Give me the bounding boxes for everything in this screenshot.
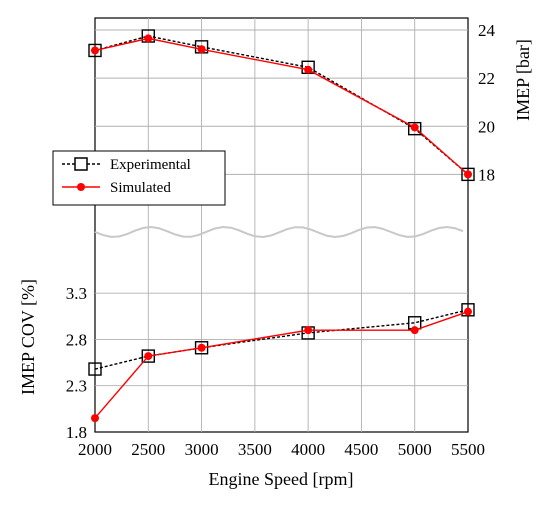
x-tick-label: 5000 bbox=[398, 440, 432, 459]
legend-simulated-label: Simulated bbox=[110, 180, 171, 196]
imep-simulated-point bbox=[197, 45, 206, 54]
imep_cov-simulated-point bbox=[304, 326, 313, 335]
legend-experimental-label: Experimental bbox=[110, 157, 191, 173]
imep_cov-simulated-point bbox=[464, 307, 472, 316]
imep_cov-y-tick-label: 2.3 bbox=[66, 377, 87, 396]
plot-frame bbox=[94, 17, 469, 433]
imep-simulated-point bbox=[464, 170, 472, 179]
imep_cov-simulated-point bbox=[197, 343, 206, 352]
legend: Experimental Simulated bbox=[52, 150, 226, 206]
imep_cov-experimental-point bbox=[194, 341, 209, 355]
imep-experimental-line bbox=[94, 35, 469, 175]
imep_cov-simulated-point bbox=[410, 326, 419, 335]
imep_cov-simulated-point bbox=[144, 352, 153, 361]
imep_cov-simulated-line bbox=[94, 311, 469, 419]
imep-experimental-point bbox=[461, 167, 475, 182]
x-tick-label: 2000 bbox=[78, 440, 112, 459]
imep-simulated-point bbox=[91, 46, 99, 55]
imep-y-tick-label: 18 bbox=[478, 165, 495, 184]
imep_cov-experimental-point bbox=[461, 303, 475, 317]
imep_cov-experimental-point bbox=[88, 362, 102, 376]
imep_cov-experimental-point bbox=[141, 349, 155, 363]
imep-y-tick-label: 22 bbox=[478, 69, 495, 88]
axis-break-line bbox=[94, 225, 464, 239]
imep-y-tick-label: 20 bbox=[478, 117, 495, 136]
x-tick-label: 3500 bbox=[238, 440, 272, 459]
y-axis-title-imep-cov: IMEP COV [%] bbox=[18, 279, 38, 395]
imep-simulated-line bbox=[94, 37, 469, 175]
imep_cov-y-tick-label: 3.3 bbox=[66, 284, 87, 303]
imep-simulated-point bbox=[144, 34, 153, 43]
x-tick-label: 3000 bbox=[185, 440, 219, 459]
imep-experimental-point bbox=[408, 121, 422, 136]
imep_cov-experimental-line bbox=[94, 309, 469, 370]
x-axis-title: Engine Speed [rpm] bbox=[209, 469, 354, 489]
x-tick-label: 4000 bbox=[291, 440, 325, 459]
imep-y-tick-label: 24 bbox=[478, 21, 496, 40]
legend-experimental-marker bbox=[74, 157, 88, 171]
imep_cov-y-tick-label: 2.8 bbox=[66, 330, 87, 349]
imep-experimental-point bbox=[88, 43, 102, 58]
legend-simulated-marker bbox=[77, 183, 85, 191]
imep_cov-y-tick-label: 1.8 bbox=[66, 423, 87, 442]
imep-simulated-point bbox=[304, 65, 313, 74]
x-tick-label: 4500 bbox=[344, 440, 378, 459]
imep_cov-simulated-point bbox=[91, 414, 99, 423]
y-axis-title-imep: IMEP [bar] bbox=[513, 39, 533, 121]
x-tick-label: 2500 bbox=[131, 440, 165, 459]
x-tick-label: 5500 bbox=[451, 440, 485, 459]
imep-simulated-point bbox=[410, 123, 419, 132]
